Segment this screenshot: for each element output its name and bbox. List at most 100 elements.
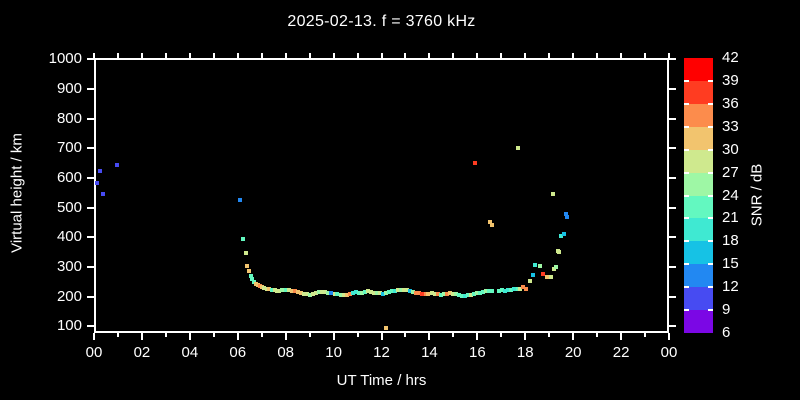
x-tick	[572, 333, 575, 340]
data-point	[528, 279, 533, 284]
data-point	[332, 291, 337, 296]
y-tick	[87, 88, 94, 91]
y-tick	[87, 58, 94, 61]
data-point	[270, 287, 274, 292]
colorbar-tick	[708, 194, 713, 197]
x-tick	[260, 333, 263, 337]
data-point	[252, 279, 257, 284]
data-point	[447, 291, 452, 296]
y-axis-label: Virtual height / km	[8, 133, 26, 253]
x-tick-label: 02	[133, 344, 151, 361]
y-tick-right	[669, 177, 676, 180]
data-point	[562, 231, 567, 236]
x-tick-label: 20	[564, 344, 582, 361]
data-point	[444, 291, 449, 296]
y-tick	[87, 325, 94, 328]
data-point	[462, 293, 467, 298]
colorbar-tick	[708, 240, 713, 243]
x-tick-label: 06	[229, 344, 247, 361]
colorbar-segment	[684, 149, 713, 174]
data-point	[460, 293, 464, 298]
x-tick	[668, 333, 670, 340]
data-point	[374, 290, 379, 295]
colorbar-segment	[684, 287, 713, 311]
x-tick	[548, 333, 551, 337]
colorbar-tick	[708, 309, 713, 312]
colorbar-segment	[684, 80, 713, 105]
y-tick	[87, 117, 94, 120]
y-tick-label: 200	[56, 287, 82, 305]
colorbar-tick-label: 33	[722, 117, 739, 135]
colorbar-label: SNR / dB	[748, 163, 766, 227]
x-tick-top	[476, 53, 479, 58]
data-point	[308, 293, 313, 298]
data-point	[272, 288, 277, 293]
data-point	[548, 274, 553, 279]
x-tick-top	[188, 53, 191, 58]
x-tick-label: 10	[325, 344, 342, 361]
x-tick-top	[668, 53, 670, 58]
x-tick-label: 22	[612, 344, 630, 361]
x-tick	[524, 333, 527, 340]
data-point	[414, 290, 419, 295]
data-point	[551, 266, 556, 271]
data-point	[531, 273, 536, 278]
colorbar-tick-label: 24	[722, 186, 739, 204]
data-point	[293, 289, 297, 294]
data-point	[302, 291, 307, 296]
data-point	[411, 289, 416, 294]
data-point	[537, 263, 542, 268]
y-tick-right	[669, 88, 676, 91]
x-tick-top	[212, 53, 215, 58]
x-tick	[452, 333, 455, 337]
data-point	[469, 292, 474, 297]
colorbar-tick	[708, 263, 713, 266]
colorbar-tick	[684, 309, 689, 312]
x-tick-top	[428, 53, 431, 58]
x-tick	[356, 333, 359, 337]
data-point	[453, 292, 458, 297]
y-tick-right	[669, 147, 676, 150]
data-point	[286, 288, 291, 293]
x-tick	[140, 333, 143, 340]
data-point	[478, 290, 483, 295]
x-tick	[308, 333, 311, 337]
data-point	[438, 292, 443, 297]
colorbar-tick	[684, 79, 689, 82]
colorbar-segment	[684, 218, 713, 242]
data-point	[371, 290, 376, 295]
colorbar-segment	[684, 310, 713, 334]
x-tick-top	[260, 53, 263, 58]
x-tick-top	[404, 53, 407, 58]
colorbar-segment	[684, 241, 713, 265]
colorbar-tick	[684, 102, 689, 105]
data-point	[471, 291, 476, 296]
y-tick-right	[669, 58, 676, 61]
data-point	[335, 292, 340, 297]
x-tick-label: 00	[85, 344, 103, 361]
data-point	[393, 288, 398, 293]
x-tick-top	[308, 53, 311, 58]
x-tick-top	[93, 53, 95, 58]
data-point	[238, 198, 243, 203]
data-point	[441, 292, 446, 297]
x-tick-top	[452, 53, 455, 58]
data-point	[435, 292, 440, 297]
colorbar-segment	[684, 172, 713, 196]
data-point	[362, 290, 367, 295]
x-tick-top	[164, 53, 167, 58]
y-tick-label: 800	[56, 109, 82, 127]
y-tick-label: 900	[56, 80, 82, 98]
data-point	[472, 161, 477, 166]
colorbar-tick-label: 15	[722, 255, 739, 273]
colorbar-tick-label: 18	[722, 232, 739, 250]
data-point	[490, 223, 495, 228]
data-point	[384, 290, 389, 295]
data-point	[94, 180, 99, 185]
data-point	[347, 291, 352, 296]
y-tick-label: 100	[56, 317, 82, 335]
data-point	[481, 290, 486, 295]
colorbar-tick-label: 30	[722, 140, 739, 158]
data-point	[326, 290, 331, 295]
